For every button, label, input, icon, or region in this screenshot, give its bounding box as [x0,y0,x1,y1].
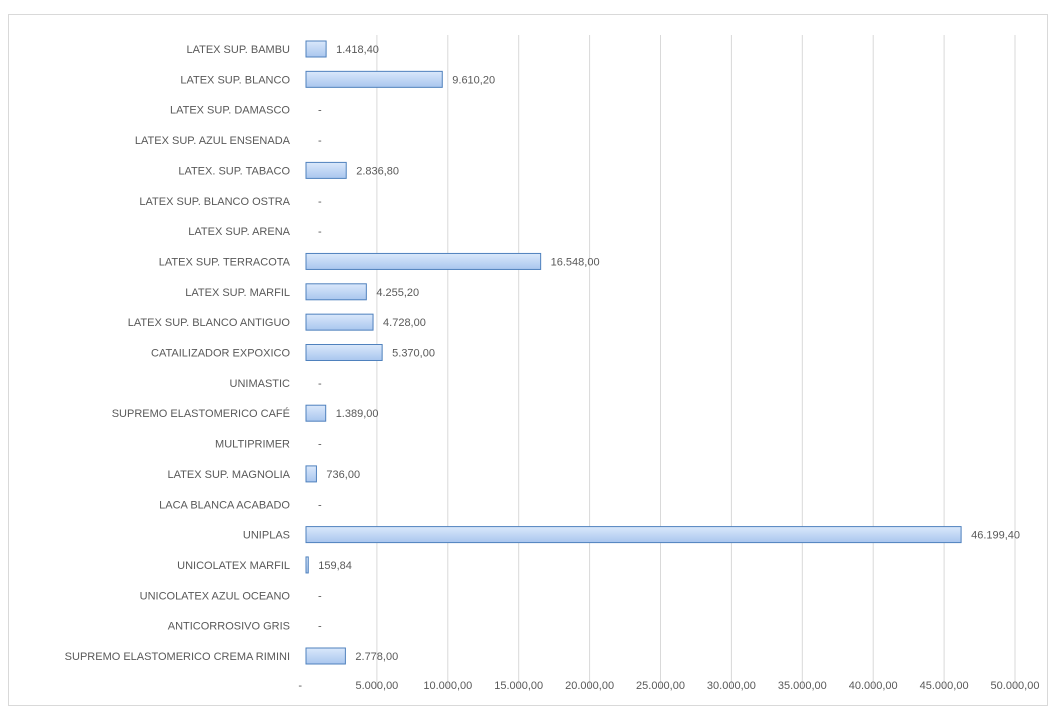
bar [305,647,346,665]
value-label: - [318,226,322,238]
value-label: 159,84 [318,560,352,572]
bar-chart: - 5.000,00 10.000,00 15.000,00 20.000,00 25.0… [65,35,1040,692]
category-label: LATEX. SUP. TABACO [178,165,290,177]
category-label: UNIMASTIC [230,378,291,390]
bar [305,313,374,331]
value-label: 1.389,00 [336,408,379,420]
category-label: SUPREMO ELASTOMERICO CAFÉ [112,407,290,420]
category-label: CATAILIZADOR EXPOXICO [151,348,290,360]
bar [305,526,962,544]
category-label: LATEX SUP. BLANCO OSTRA [139,196,290,208]
value-label: 5.370,00 [392,348,435,360]
category-label: UNICOLATEX AZUL OCEANO [140,590,291,602]
x-tick-label: 40.000,00 [849,680,898,692]
bar [305,404,327,422]
value-label: 46.199,40 [971,530,1020,542]
x-tick-label: 5.000,00 [355,680,398,692]
value-label: 2.778,00 [355,651,398,663]
bar [305,40,327,58]
value-label: 9.610,20 [452,74,495,86]
category-label: LATEX SUP. DAMASCO [170,105,290,117]
x-tick-label: 30.000,00 [707,680,756,692]
x-tick-label: - [298,680,302,692]
bar [305,252,542,270]
x-tick-label: 50.000,00 [991,680,1040,692]
x-tick-label: 35.000,00 [778,680,827,692]
bar [305,283,367,301]
x-tick-label: 10.000,00 [423,680,472,692]
category-label: LACA BLANCA ACABADO [159,499,290,511]
x-tick-label: 15.000,00 [494,680,543,692]
category-label: LATEX SUP. BAMBU [186,44,290,56]
chart-frame: - 5.000,00 10.000,00 15.000,00 20.000,00 25.0… [8,14,1048,706]
x-tick-label: 25.000,00 [636,680,685,692]
category-label: SUPREMO ELASTOMERICO CREMA RIMINI [65,651,290,663]
x-tick-label: 20.000,00 [565,680,614,692]
value-label: - [318,135,322,147]
value-label: 4.728,00 [383,317,426,329]
gridlines [376,35,1016,688]
category-label: LATEX SUP. BLANCO [180,74,290,86]
value-label: - [318,621,322,633]
bar [305,344,383,361]
category-label: LATEX SUP. TERRACOTA [159,256,291,268]
bar [305,70,443,88]
value-label: 1.418,40 [336,44,379,56]
value-label: 4.255,20 [376,287,419,299]
category-label: LATEX SUP. AZUL ENSENADA [135,135,291,147]
bar [305,556,309,574]
value-label: - [318,590,322,602]
category-label: UNICOLATEX MARFIL [177,560,290,572]
category-label: LATEX SUP. MAGNOLIA [168,469,291,481]
category-label: LATEX SUP. ARENA [188,226,290,238]
value-label: - [318,499,322,511]
bars [305,40,962,665]
x-tick-label: 45.000,00 [920,680,969,692]
category-label: LATEX SUP. BLANCO ANTIGUO [128,317,291,329]
value-label: - [318,439,322,451]
bar [305,465,317,483]
category-label: ANTICORROSIVO GRIS [168,621,290,633]
bar [305,161,347,179]
value-label: 2.836,80 [356,165,399,177]
category-label: LATEX SUP. MARFIL [185,287,290,299]
value-label: 736,00 [326,469,360,481]
value-label: - [318,196,322,208]
labels: - 5.000,00 10.000,00 15.000,00 20.000,00 25.0… [65,44,1040,692]
category-label: UNIPLAS [243,530,290,542]
value-label: 16.548,00 [551,256,600,268]
value-label: - [318,378,322,390]
value-label: - [318,105,322,117]
category-label: MULTIPRIMER [215,439,290,451]
